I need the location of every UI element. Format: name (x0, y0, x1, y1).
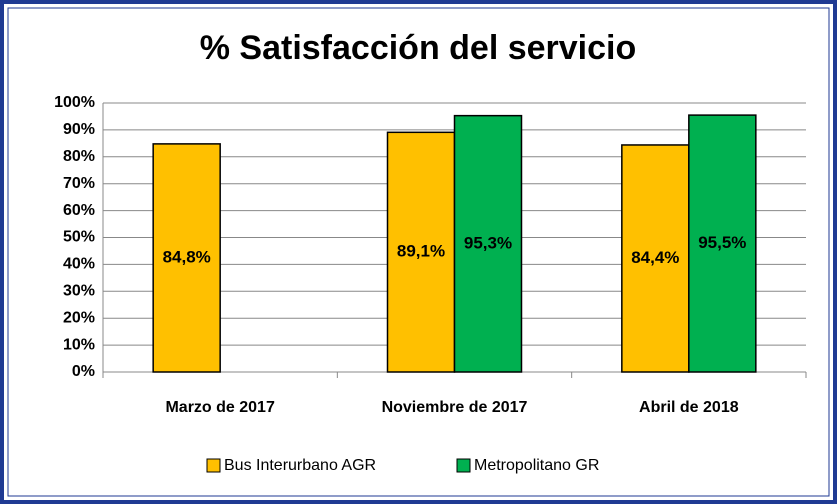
data-label: 95,3% (464, 233, 512, 252)
y-tick-label: 10% (63, 336, 95, 353)
data-label: 95,5% (698, 233, 746, 252)
x-tick-label: Abril de 2018 (639, 399, 739, 416)
legend-label: Metropolitano GR (474, 457, 599, 474)
bar (621, 144, 690, 373)
chart-title: % Satisfacción del servicio (200, 29, 637, 67)
legend-swatch (456, 458, 471, 473)
inner-frame (7, 7, 830, 497)
data-label: 84,4% (631, 248, 679, 267)
legend-label: Bus Interurbano AGR (224, 457, 376, 474)
x-tick-label: Marzo de 2017 (165, 399, 274, 416)
y-tick-label: 30% (63, 283, 95, 300)
y-tick-label: 100% (54, 94, 95, 111)
bar (688, 114, 757, 373)
y-tick-label: 80% (63, 148, 95, 165)
bar (453, 114, 523, 373)
y-tick-label: 60% (63, 202, 95, 219)
y-tick-label: 90% (63, 121, 95, 138)
data-label: 89,1% (397, 242, 445, 261)
bar (152, 143, 221, 373)
y-tick-label: 70% (63, 175, 95, 192)
legend-swatch (206, 458, 221, 473)
y-tick-label: 50% (63, 229, 95, 246)
x-tick-label: Noviembre de 2017 (382, 399, 528, 416)
y-tick-label: 20% (63, 309, 95, 326)
data-label: 84,8% (163, 247, 211, 266)
y-tick-label: 0% (72, 363, 95, 380)
y-tick-label: 40% (63, 256, 95, 273)
